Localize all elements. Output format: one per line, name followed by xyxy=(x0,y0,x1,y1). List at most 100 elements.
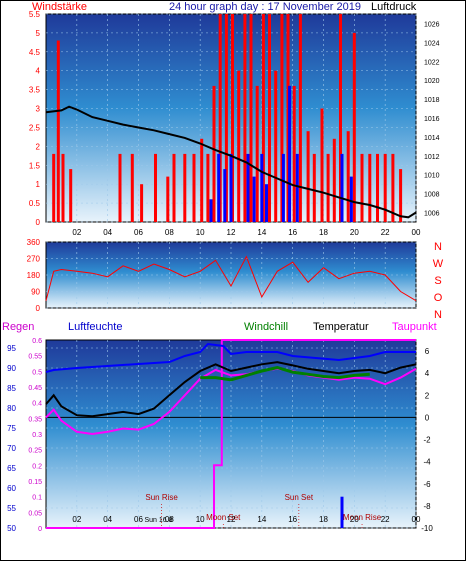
wind-tick-label: 1 xyxy=(36,180,41,189)
gust-bar xyxy=(229,153,233,222)
wind-bar xyxy=(320,108,324,222)
wind-bar xyxy=(154,153,157,222)
pressure-tick-label: 1024 xyxy=(424,40,440,47)
wind-bar xyxy=(368,153,372,222)
x-tick-label: 06 xyxy=(134,515,143,524)
gust-bar xyxy=(295,153,299,222)
wind-bar xyxy=(231,14,234,222)
wind-tick-label: 5.5 xyxy=(29,10,41,19)
x-tick-label: 16 xyxy=(288,515,297,524)
gust-bar xyxy=(288,85,292,223)
wind-tick-label: 0 xyxy=(36,218,41,227)
direction-tick-label: 0 xyxy=(36,304,41,313)
compass-label: N xyxy=(434,241,442,253)
pressure-line xyxy=(45,105,417,219)
wind-bar xyxy=(224,14,228,222)
temperature-tick-label: -2 xyxy=(423,436,431,445)
wind-bar xyxy=(332,138,336,222)
wind-bar xyxy=(192,153,196,222)
wind-tick-label: 2.5 xyxy=(29,123,41,132)
pressure-tick-label: 1012 xyxy=(424,154,440,161)
wind-bar xyxy=(376,153,379,222)
temperature-line xyxy=(45,361,417,418)
gust-bar xyxy=(265,184,268,222)
wind-bar xyxy=(249,14,253,222)
direction-tick-label: 90 xyxy=(31,288,40,297)
x-tick-label: 02 xyxy=(72,228,81,237)
wind-bar xyxy=(399,169,403,222)
event-label: Moon Rise xyxy=(343,513,382,522)
x-tick-label: 00 xyxy=(412,515,421,524)
temperature-tick-label: 4 xyxy=(425,369,430,378)
pressure-tick-label: 1008 xyxy=(424,192,440,199)
wind-bar xyxy=(268,14,271,222)
wind-bar xyxy=(172,153,176,222)
x-tick-label: 10 xyxy=(196,515,205,524)
humidity-tick-label: 60 xyxy=(7,484,16,493)
humidity-label: Luftfeuchte xyxy=(68,321,122,333)
wind-bar xyxy=(69,169,73,222)
rain-tick-label: 0.6 xyxy=(32,338,42,345)
compass-label: S xyxy=(434,275,441,287)
wind-bar xyxy=(306,131,310,222)
wind-bar xyxy=(391,153,395,222)
wind-direction-line xyxy=(45,255,417,302)
rain-tick-label: 0.55 xyxy=(28,354,42,361)
wind-tick-label: 5 xyxy=(36,29,41,38)
x-tick-label: 08 xyxy=(165,228,174,237)
rain-tick-label: 0.1 xyxy=(32,495,42,502)
wind-bar xyxy=(280,14,284,222)
rain-rate-bar xyxy=(340,496,344,528)
wind-bar xyxy=(56,40,60,222)
wind-bar xyxy=(286,14,290,222)
pressure-tick-label: 1022 xyxy=(424,59,440,66)
x-tick-label: 16 xyxy=(288,228,297,237)
wind-bar xyxy=(200,138,204,222)
temperature-tick-label: 0 xyxy=(425,413,430,422)
temperature-tick-label: -10 xyxy=(421,524,433,533)
gust-bar xyxy=(252,176,256,222)
gust-bar xyxy=(281,153,285,222)
x-tick-label: 20 xyxy=(350,228,359,237)
pressure-tick-label: 1018 xyxy=(424,97,440,104)
humidity-tick-label: 75 xyxy=(7,424,16,433)
humidity-tick-label: 55 xyxy=(7,504,16,513)
pressure-tick-label: 1014 xyxy=(424,135,440,142)
humidity-tick-label: 50 xyxy=(7,524,16,533)
rain-tick-label: 0.45 xyxy=(28,385,42,392)
x-tick-label: 14 xyxy=(257,515,266,524)
x-tick-label: 02 xyxy=(72,515,81,524)
rain-tick-label: 0.05 xyxy=(28,510,42,517)
wind-bar xyxy=(243,14,247,222)
temperature-tick-label: 2 xyxy=(425,391,430,400)
wind-bar xyxy=(166,176,170,222)
humidity-tick-label: 95 xyxy=(7,344,16,353)
rain-tick-label: 0 xyxy=(38,526,42,533)
rain-tick-label: 0.3 xyxy=(32,432,42,439)
wind-tick-label: 3 xyxy=(36,105,41,114)
event-label: Sun Rise xyxy=(145,493,178,502)
humidity-tick-label: 85 xyxy=(7,384,16,393)
pressure-axis-label: Luftdruck xyxy=(371,1,417,13)
x-tick-label: 04 xyxy=(103,515,112,524)
pressure-tick-label: 1026 xyxy=(424,21,440,28)
pressure-tick-label: 1006 xyxy=(424,211,440,218)
wind-bar xyxy=(383,153,387,222)
temperature-tick-label: -4 xyxy=(423,458,431,467)
pressure-tick-label: 1020 xyxy=(424,78,440,85)
temperature-tick-label: 6 xyxy=(425,347,430,356)
wind-bar xyxy=(346,131,350,222)
wind-bar xyxy=(61,153,65,222)
event-label: Moon Set xyxy=(206,513,241,522)
wind-bar xyxy=(140,184,144,222)
x-tick-label: 18 xyxy=(319,515,328,524)
x-tick-label: 20 xyxy=(350,515,359,524)
x-tick-label: 18 xyxy=(319,228,328,237)
gust-bar xyxy=(349,176,353,222)
x-tick-label: 04 xyxy=(103,228,112,237)
gust-bar xyxy=(217,153,221,222)
wind-bar xyxy=(118,153,122,222)
x-tick-label: 12 xyxy=(227,228,236,237)
compass-label: N xyxy=(434,309,442,321)
wind-bar xyxy=(360,153,364,222)
